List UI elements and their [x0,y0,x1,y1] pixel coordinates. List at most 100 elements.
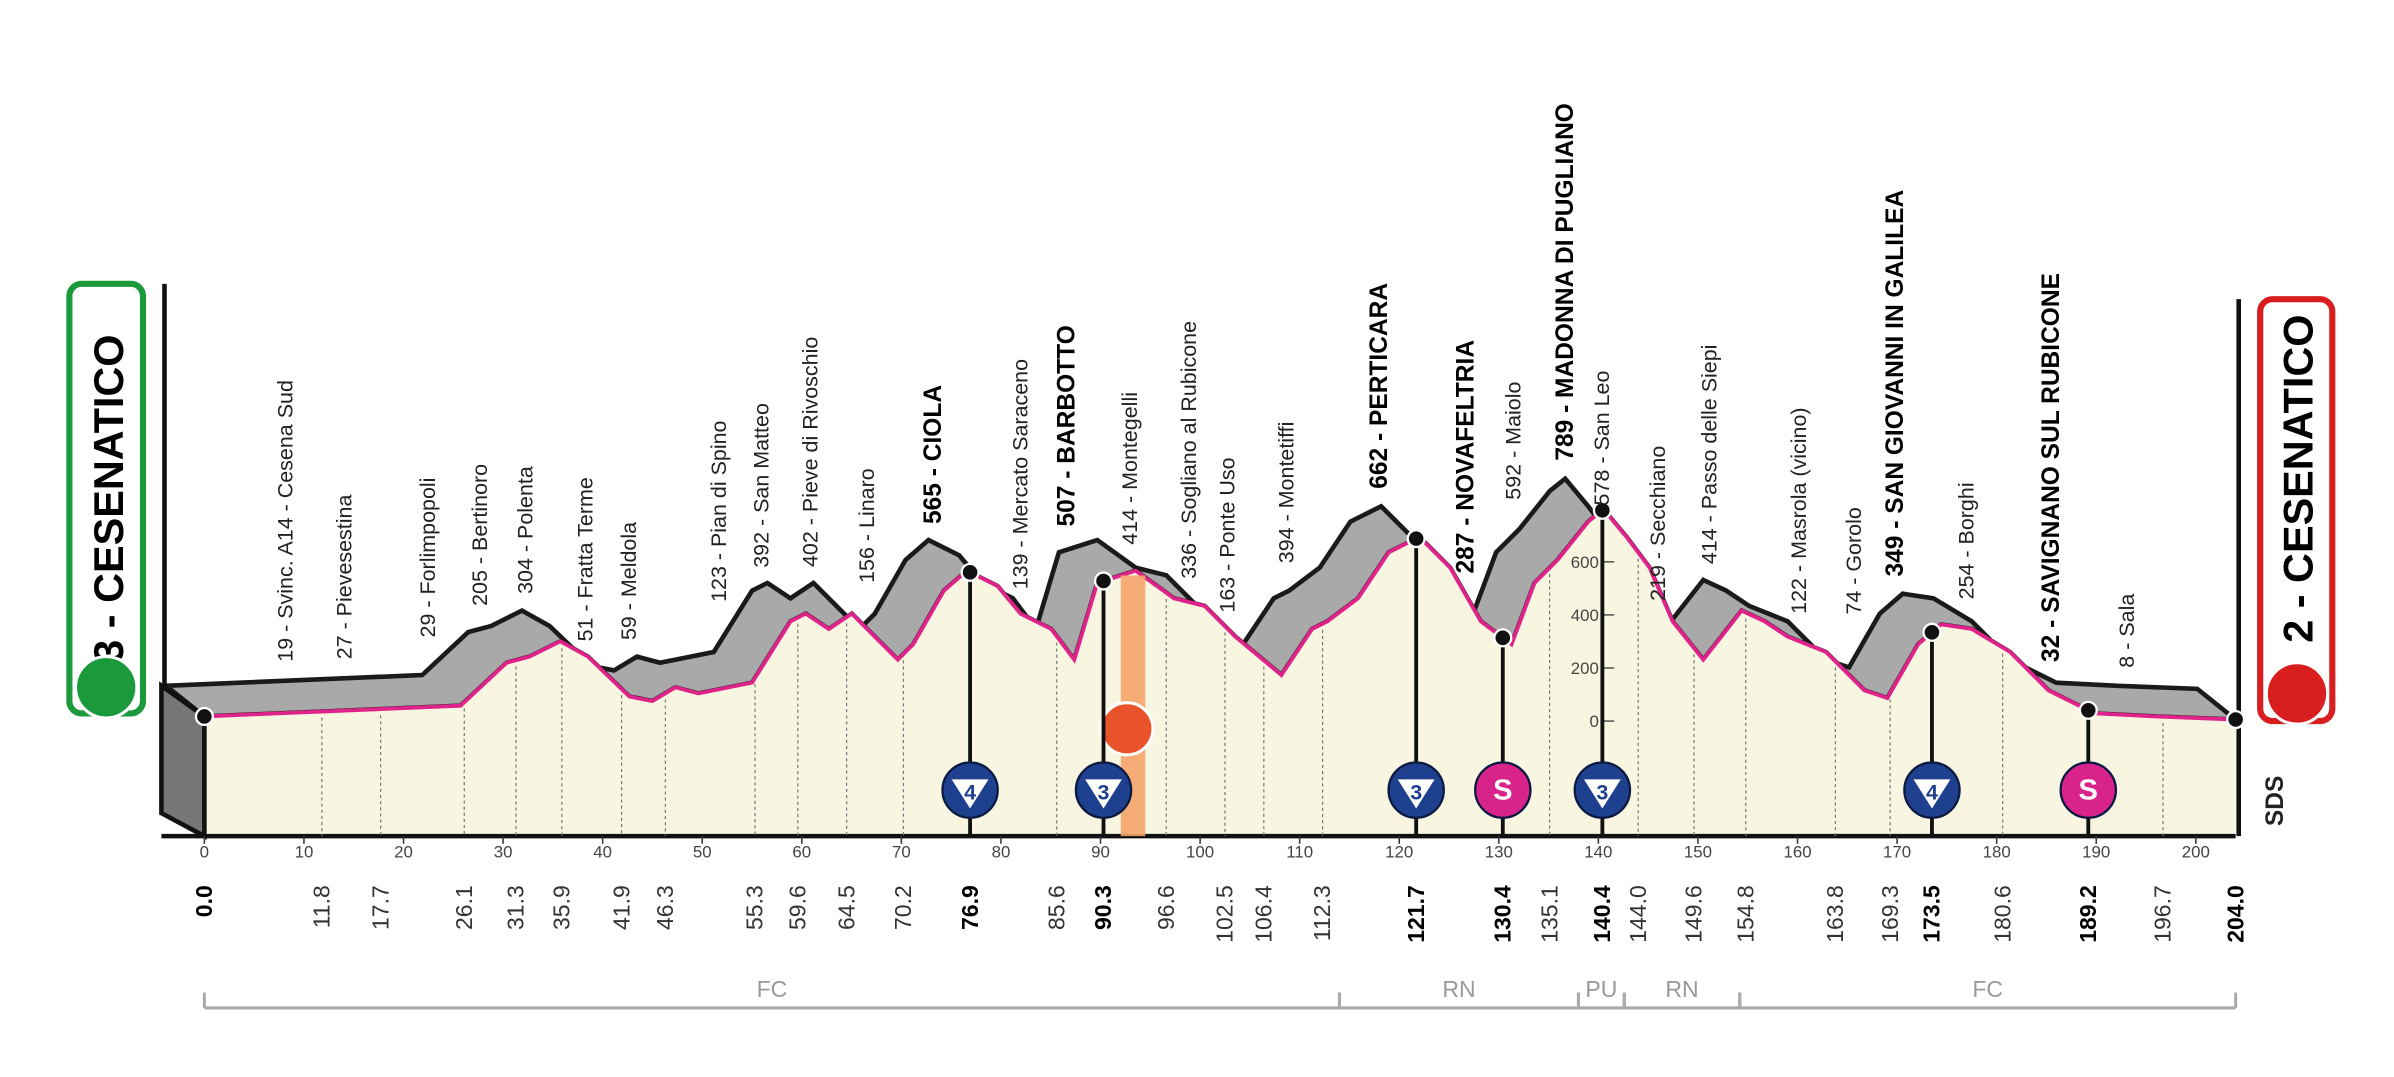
start-label: 3 - CESENATICO [86,335,132,663]
km-tick-label: 90 [1091,843,1110,862]
climb-category: 3 [1098,780,1110,804]
km-tick-label: 150 [1684,843,1712,862]
climb-badge [2059,761,2118,819]
climb-triangle [1583,779,1621,809]
km-label: 41.9 [608,885,634,930]
km-label: 31.3 [503,885,529,930]
km-tick-label: 100 [1186,843,1214,862]
km-label: 0.0 [191,885,217,917]
km-label: 149.6 [1681,885,1707,943]
km-tick-label: 170 [1883,843,1911,862]
km-label: 11.8 [309,885,335,928]
climb-triangle [1085,779,1122,809]
climb-category: 3 [1410,780,1422,804]
logo: SDS [2262,776,2289,826]
km-label: 59.6 [784,885,810,930]
waypoint-label: 349 - SAN GIOVANNI IN GALILEA [1882,190,1909,577]
waypoint-label: 336 - Sogliano al Rubicone [1177,321,1201,579]
waypoint-label: 402 - Pieve di Rivoschio [798,337,822,567]
km-label: 180.6 [1989,885,2015,943]
relief-front [204,509,2236,837]
km-tick-label: 200 [2182,843,2210,862]
km-label: 121.7 [1403,885,1429,943]
waypoint-label: 392 - San Matteo [750,403,774,568]
waypoint-label: 205 - Bertinoro [468,464,492,606]
climb-category: S [2079,774,2098,806]
km-label: 85.6 [1043,885,1069,930]
km-label: 76.9 [957,885,983,930]
km-tick-label: 130 [1485,843,1513,862]
waypoint-label: 254 - Borghi [1954,482,1978,599]
altitude-tick-label: 200 [1571,659,1599,678]
climb-category: 4 [964,780,976,804]
km-label: 189.2 [2075,885,2101,943]
section-label: PU [1585,976,1617,1002]
km-tick-label: 10 [295,843,314,862]
climb-triangle [951,779,989,809]
altitude-tick-label: 400 [1571,606,1599,625]
km-label: 46.3 [652,885,678,930]
km-tick-label: 60 [792,843,811,862]
waypoint-label: 51 - Fratta Terme [573,477,597,641]
waypoint-label: 507 - BARBOTTO [1053,325,1080,526]
waypoint-label: 32 - SAVIGNANO SUL RUBICONE [2038,273,2065,662]
section-label: FC [757,976,788,1002]
waypoint-label: 29 - Forlimpopoli [416,478,440,638]
route-line [204,506,2236,722]
waypoint-label: 59 - Meldola [617,522,641,640]
km-label: 204.0 [2222,885,2248,943]
climb-category: 3 [1596,780,1608,804]
km-label: 144.0 [1625,885,1651,943]
km-label: 140.4 [1589,885,1615,943]
km-label: 96.6 [1153,885,1179,930]
km-label: 135.1 [1536,885,1562,943]
km-label: 90.3 [1090,885,1116,930]
altitude-tick-label: 600 [1571,553,1599,572]
finish-label: 2 - CESENATICO [2275,315,2321,643]
km-label: 106.4 [1250,885,1276,943]
km-label: 17.7 [367,885,393,930]
waypoint-label: 578 - San Leo [1590,370,1614,505]
climb-category: S [1493,774,1512,806]
waypoint-label: 123 - Pian di Spino [707,420,731,601]
waypoint-label: 122 - Masrola (vicino) [1787,407,1811,613]
km-tick-label: 120 [1385,843,1413,862]
waypoint-dot [1493,628,1513,648]
waypoint-dot [1406,529,1426,549]
km-label: 130.4 [1489,885,1515,943]
profile [159,283,2243,840]
km-label: 35.9 [549,885,575,930]
waypoint-label: 219 - Secchiano [1646,446,1670,601]
climb-category: 4 [1926,780,1938,804]
waypoint-label: 414 - Montegelli [1118,392,1142,545]
km-label: 70.2 [890,885,916,930]
waypoint-label: 19 - Svinc. A14 - Cesena Sud [274,380,298,662]
km-tick-label: 80 [992,843,1011,862]
waypoint-label: 565 - CIOLA [920,385,947,524]
start-icon [73,655,139,720]
section-label: RN [1665,976,1698,1002]
km-tick-label: 160 [1783,843,1811,862]
km-tick-label: 20 [394,843,413,862]
km-tick-label: 40 [593,843,612,862]
waypoint-label: 74 - Gorolo [1842,507,1866,614]
waypoint-label: 287 - NOVAFELTRIA [1453,340,1480,574]
km-label: 163.8 [1822,885,1848,943]
km-label: 26.1 [451,885,477,930]
km-tick-label: 30 [494,843,513,862]
km-tick-label: 140 [1584,843,1612,862]
km-label: 64.5 [833,885,859,930]
climb-triangle [1397,779,1435,809]
km-tick-label: 190 [2082,843,2110,862]
waypoint-label: 414 - Passo delle Siepi [1698,345,1722,565]
km-label: 112.3 [1309,885,1335,941]
km-label: 154.8 [1732,885,1758,943]
waypoint-label: 662 - PERTICARA [1366,283,1393,489]
finish-icon [2264,661,2330,726]
feed-icon [1099,701,1155,757]
km-label: 169.3 [1877,885,1903,943]
waypoint-label: 163 - Ponte Uso [1216,457,1240,612]
km-tick-label: 50 [693,843,712,862]
waypoint-label: 139 - Mercato Saraceno [1009,359,1033,589]
